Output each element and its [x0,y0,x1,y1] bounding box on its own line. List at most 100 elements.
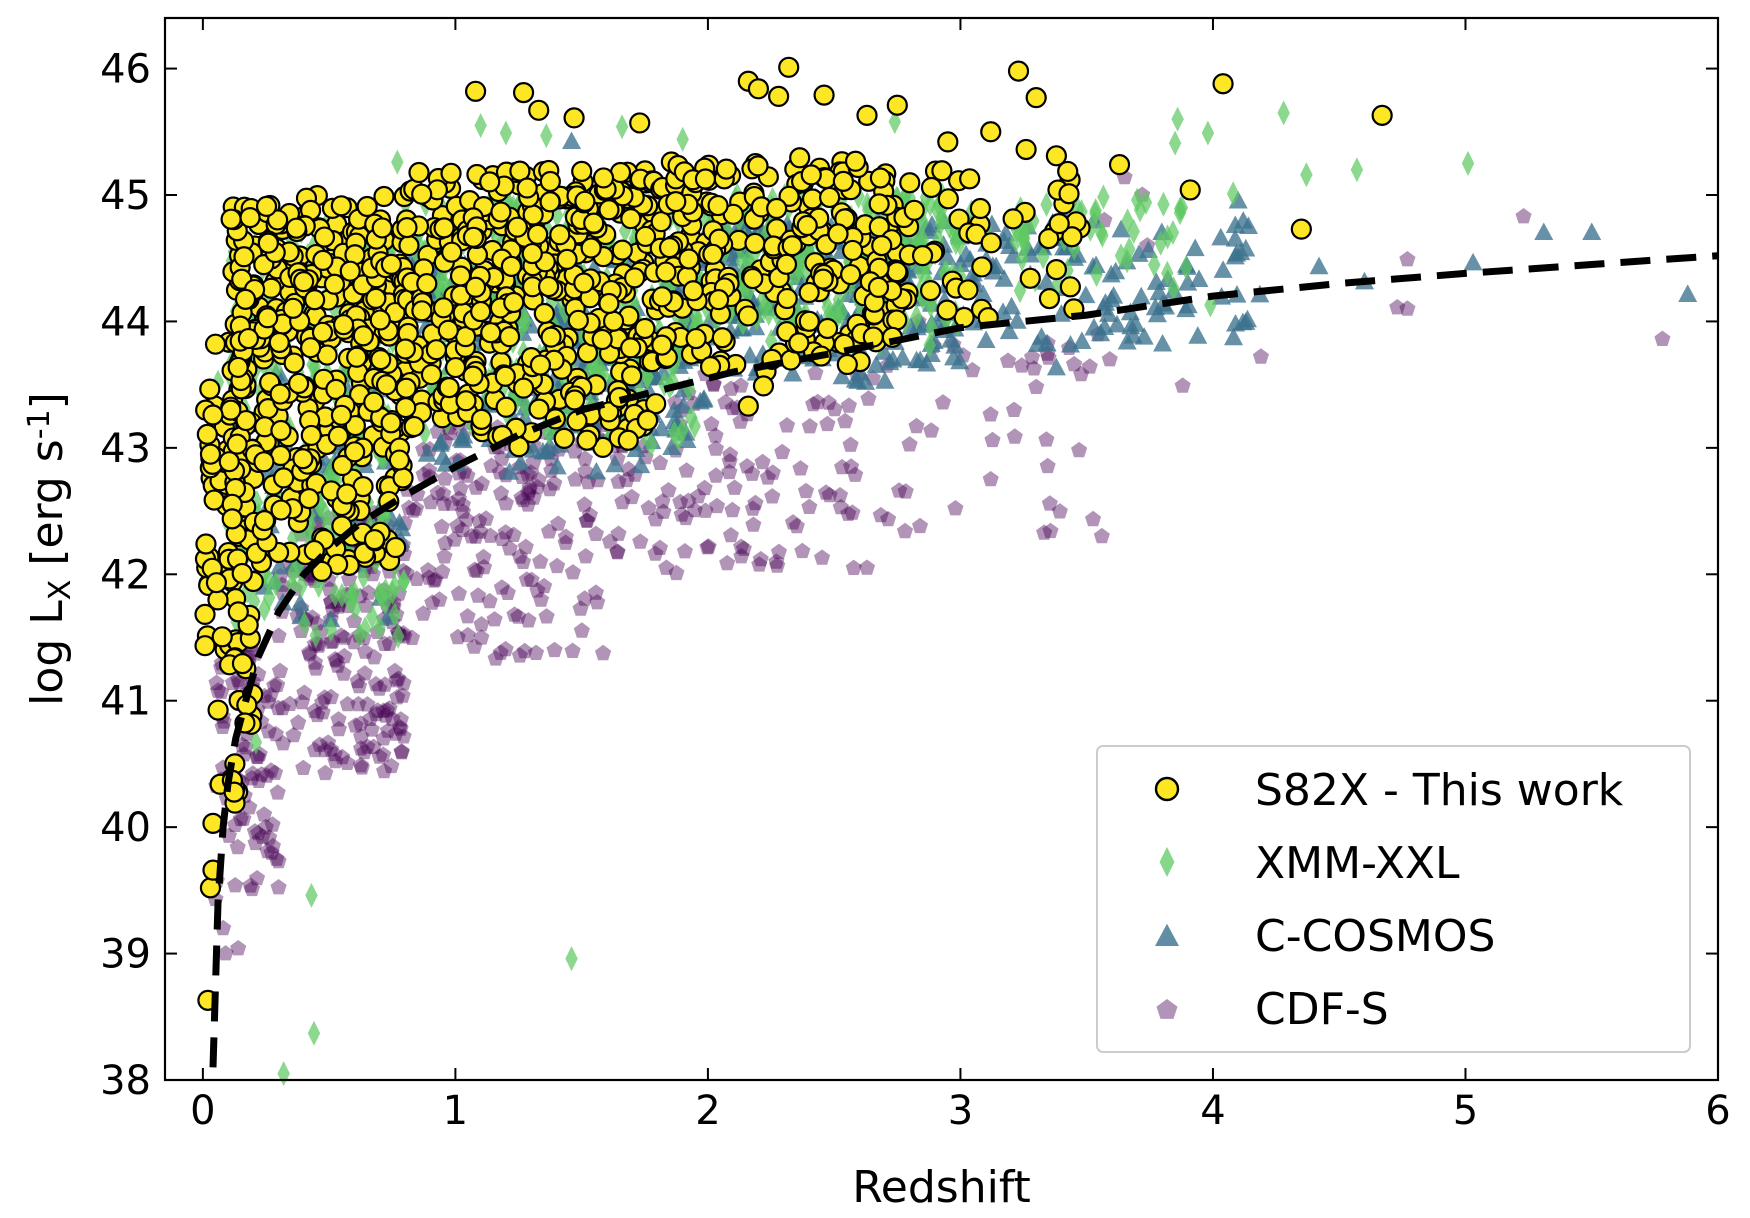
data-point [391,149,404,175]
data-point [827,223,849,245]
data-point [1059,276,1081,298]
data-point [387,725,404,741]
data-point [269,676,286,692]
data-point [255,195,278,218]
data-point [1290,218,1312,240]
data-point [1037,333,1057,352]
legend: S82X - This work XMM-XXL C-COSMOS CDF-S [1096,745,1691,1053]
data-point [305,882,318,908]
data-point [842,239,864,262]
data-point [293,271,315,293]
legend-marker [1154,776,1180,802]
data-point [417,444,437,462]
data-point [909,233,923,259]
data-point [1201,120,1215,146]
data-point [449,517,466,533]
data-point [452,480,469,496]
data-point [270,699,287,716]
data-point [897,483,914,499]
data-point [425,339,448,361]
data-point [610,473,627,489]
data-point [503,291,525,314]
data-point [923,422,940,438]
data-point [1167,276,1180,302]
data-point [1131,187,1144,213]
data-point [1036,272,1056,290]
data-point [422,493,439,510]
data-point [711,327,733,349]
data-point [693,390,713,408]
data-point [858,559,876,575]
data-point [391,718,408,735]
data-point [662,437,682,456]
data-point [579,512,596,528]
data-point [1038,228,1060,250]
data-point [844,150,867,172]
data-point [801,263,814,289]
data-point [724,399,741,416]
data-point [651,286,673,308]
data-point [230,940,247,956]
data-point [536,577,553,594]
data-point [357,564,370,590]
data-point [408,500,425,516]
data-point [1040,349,1057,365]
data-point [239,207,261,229]
data-point [819,415,836,432]
data-point [269,571,283,597]
legend-marker [1159,847,1175,877]
data-point [631,455,651,474]
data-point [285,217,307,239]
data-point [769,557,786,573]
data-point [373,615,386,641]
data-point [923,332,936,358]
data-point [628,225,641,251]
data-point [207,699,229,721]
data-point [776,287,798,310]
data-point [352,757,369,773]
data-point [1166,219,1180,245]
data-point [1654,330,1671,346]
data-point [533,441,553,460]
data-point [976,330,996,349]
data-point [615,114,629,140]
data-point [227,601,249,623]
data-point [487,650,504,666]
data-point [309,622,323,648]
data-point [721,463,738,480]
data-point [768,85,790,107]
data-point [620,208,642,230]
data-point [323,633,340,649]
data-point [527,223,549,245]
data-point [842,436,859,452]
data-point [580,237,602,259]
data-point [233,246,255,268]
data-point [316,689,333,705]
data-point [557,528,574,544]
data-point [513,489,530,505]
data-point [1101,264,1121,283]
threshold-line [209,252,1719,1068]
data-point [583,212,605,234]
data-point [317,741,334,758]
data-point [511,453,531,471]
data-point [298,488,320,510]
data-point [831,487,849,503]
data-point [395,675,412,691]
data-point [495,396,517,418]
data-point [598,292,620,315]
data-point [798,281,820,304]
data-point [1461,150,1475,176]
data-point [348,579,361,605]
data-point [571,160,593,182]
data-point [350,695,367,712]
data-point [202,404,224,426]
data-point [356,195,378,218]
data-point [379,722,396,738]
data-point [267,209,289,231]
data-point [277,1061,290,1087]
data-point [458,511,475,527]
data-point [1057,160,1079,183]
data-point [1399,300,1416,316]
data-point [770,543,787,559]
